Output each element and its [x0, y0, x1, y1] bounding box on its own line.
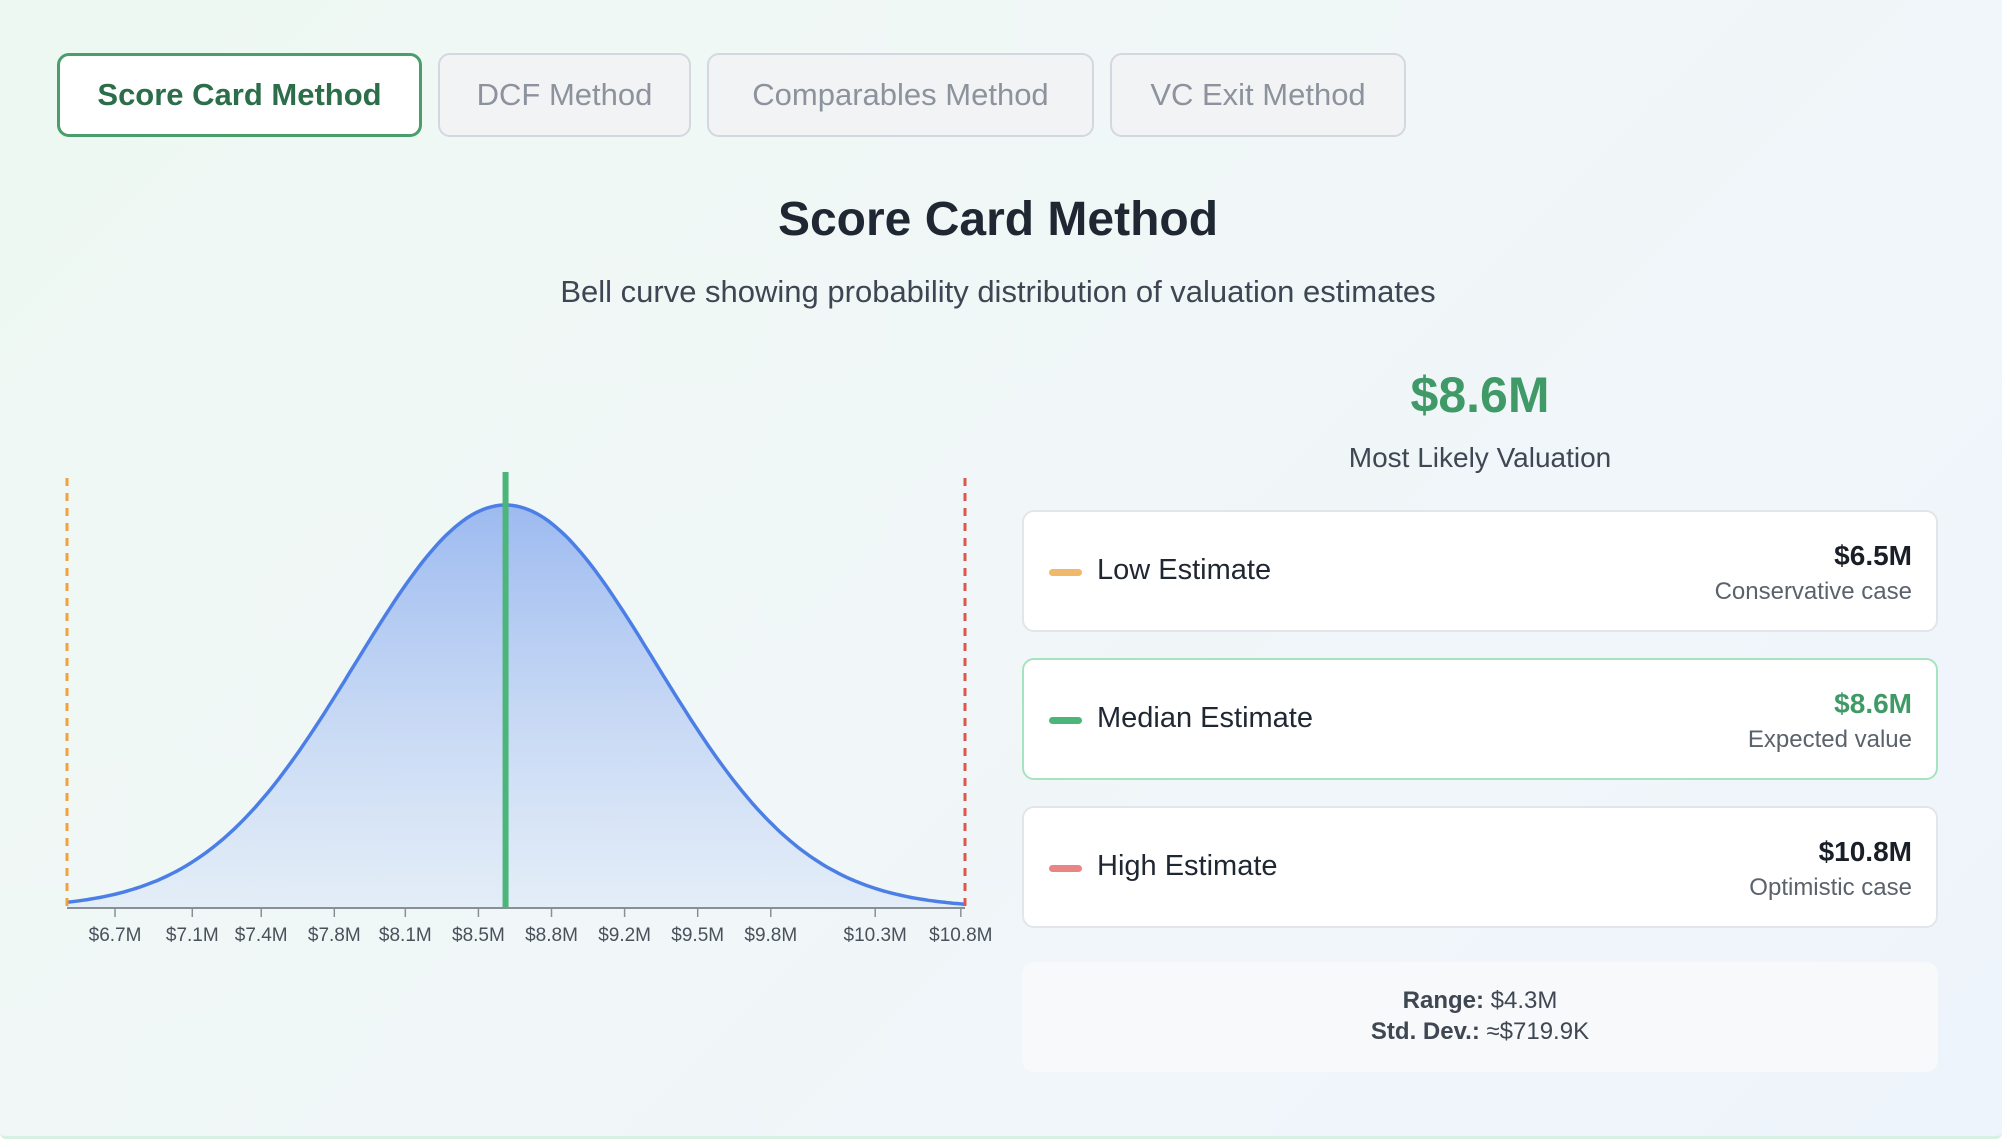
- high-estimate-card: High Estimate $10.8M Optimistic case: [1022, 806, 1938, 928]
- most-likely-value: $8.6M: [1410, 367, 1550, 423]
- most-likely-label: Most Likely Valuation: [1348, 442, 1612, 473]
- tab-comparables-method[interactable]: Comparables Method: [707, 53, 1094, 137]
- distribution-curve: [66, 503, 966, 906]
- x-tick-label: $9.2M: [598, 925, 651, 946]
- bell-curve-chart: $6.7M $7.1M $7.4M $7.8M $8.1M $8.5M $8.8M $9.2M…: [65, 472, 993, 946]
- distribution-area: [67, 505, 965, 908]
- x-tick-label: $6.7M: [89, 925, 142, 946]
- page-title: Score Card Method: [777, 193, 1219, 246]
- tab-score-card-method[interactable]: Score Card Method: [57, 53, 422, 137]
- statistics-box: Range: $4.3M Std. Dev.: ≈$719.9K: [1022, 962, 1938, 1072]
- tab-dcf-method[interactable]: DCF Method: [438, 53, 691, 137]
- range-label: Range:: [1402, 987, 1484, 1014]
- x-tick-label: $10.3M: [844, 925, 907, 946]
- x-tick-label: $9.8M: [744, 925, 797, 946]
- page-subtitle: Bell curve showing probability distribut…: [560, 274, 1436, 309]
- x-tick-label: $9.5M: [671, 925, 724, 946]
- std-dev-label: Std. Dev.:: [1370, 1018, 1480, 1045]
- x-axis-ticks: $6.7M $7.1M $7.4M $7.8M $8.1M $8.5M $8.8M $9.2M…: [89, 908, 993, 946]
- high-estimate-caption: Optimistic case: [1749, 874, 1912, 901]
- low-estimate-value: $6.5M: [1834, 540, 1912, 571]
- x-tick-label: $10.8M: [929, 925, 992, 946]
- low-estimate-swatch: [1049, 569, 1082, 576]
- x-tick-label: $8.5M: [452, 925, 505, 946]
- std-dev-value: ≈$719.9K: [1486, 1018, 1590, 1045]
- median-estimate-caption: Expected value: [1747, 726, 1912, 753]
- high-estimate-value: $10.8M: [1818, 836, 1912, 867]
- x-tick-label: $7.4M: [235, 925, 288, 946]
- std-dev-stat: Std. Dev.: ≈$719.9K: [1022, 1018, 1938, 1046]
- x-tick-label: $8.1M: [379, 925, 432, 946]
- high-estimate-label: High Estimate: [1097, 850, 1278, 882]
- x-tick-label: $7.1M: [166, 925, 219, 946]
- tab-vc-exit-method[interactable]: VC Exit Method: [1110, 53, 1406, 137]
- low-estimate-label: Low Estimate: [1097, 554, 1272, 586]
- median-estimate-value: $8.6M: [1834, 688, 1912, 719]
- low-estimate-card: Low Estimate $6.5M Conservative case: [1022, 510, 1938, 632]
- range-stat: Range: $4.3M: [1022, 987, 1938, 1015]
- high-estimate-swatch: [1049, 865, 1082, 872]
- x-tick-label: $7.8M: [308, 925, 361, 946]
- x-tick-label: $8.8M: [525, 925, 578, 946]
- median-estimate-swatch: [1049, 717, 1082, 724]
- median-estimate-card: Median Estimate $8.6M Expected value: [1022, 658, 1938, 780]
- low-estimate-caption: Conservative case: [1714, 578, 1912, 605]
- range-value: $4.3M: [1490, 987, 1558, 1014]
- median-estimate-label: Median Estimate: [1097, 702, 1313, 734]
